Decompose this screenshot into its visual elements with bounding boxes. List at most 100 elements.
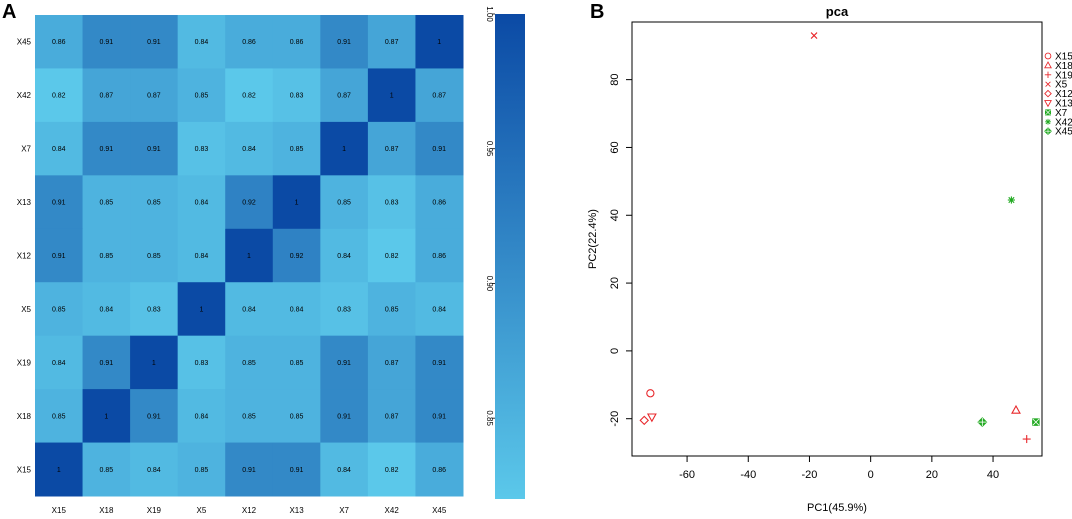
heatmap-cell <box>415 228 464 283</box>
pca-point-x15 <box>646 389 655 398</box>
heatmap-cell-label: 0.85 <box>100 467 114 474</box>
pca-x-tick-label: -20 <box>802 469 818 481</box>
heatmap-cell-label: 0.85 <box>147 253 161 260</box>
heatmap-cell <box>320 175 369 230</box>
pca-legend-label: X7 <box>1055 108 1068 119</box>
heatmap-cell <box>177 335 226 390</box>
heatmap-cell-label: 0.86 <box>242 39 256 46</box>
pca-x-tick-label: 20 <box>926 469 938 481</box>
heatmap-cell <box>320 335 369 390</box>
pca-legend-marker <box>1044 52 1052 60</box>
heatmap-cell-label: 0.86 <box>432 200 446 207</box>
heatmap-cell-label: 0.85 <box>242 360 256 367</box>
heatmap-cell <box>415 68 464 123</box>
pca-point-x42 <box>1007 196 1016 204</box>
pca-legend-marker <box>1044 127 1052 136</box>
heatmap-cell-label: 0.84 <box>195 253 209 260</box>
heatmap-cell <box>415 121 464 176</box>
pca-legend-label: X15 <box>1055 52 1072 63</box>
heatmap-cell-label: 0.91 <box>432 413 446 420</box>
heatmap-cell <box>415 389 464 444</box>
heatmap-row-label: X45 <box>17 38 32 47</box>
heatmap-cell <box>367 175 416 230</box>
heatmap-cell-label: 0.91 <box>100 360 114 367</box>
heatmap-cell-label: 1 <box>57 467 61 474</box>
pca-legend-marker <box>1045 118 1051 125</box>
heatmap-cell-label: 0.87 <box>385 146 399 153</box>
heatmap-cell-label: 1 <box>390 93 394 100</box>
heatmap-cell <box>130 121 179 176</box>
heatmap-cell <box>35 68 84 123</box>
heatmap-cell-label: 0.87 <box>385 413 399 420</box>
heatmap-cell-label: 0.83 <box>195 360 209 367</box>
heatmap-cell <box>82 282 131 337</box>
heatmap-cell-label: 0.91 <box>100 39 114 46</box>
heatmap-cell <box>225 15 274 69</box>
heatmap-cell-label: 0.83 <box>385 200 399 207</box>
heatmap-cell-label: 0.85 <box>195 93 209 100</box>
panel-letter-b: B <box>590 1 604 23</box>
heatmap-cell-label: 0.86 <box>432 253 446 260</box>
heatmap-cell <box>177 175 226 230</box>
pca-y-tick-label: 80 <box>609 74 621 86</box>
pca-legend-label: X45 <box>1055 127 1072 138</box>
pca-legend-marker <box>1044 100 1052 108</box>
heatmap-cell-label: 1 <box>152 360 156 367</box>
heatmap-cell-label: 0.84 <box>242 146 256 153</box>
heatmap-cell <box>82 68 131 123</box>
heatmap-cell <box>35 175 84 230</box>
heatmap-cell <box>130 175 179 230</box>
heatmap-cell <box>225 175 274 230</box>
heatmap-col-label: X7 <box>339 506 349 515</box>
heatmap-cell-label: 0.91 <box>337 413 351 420</box>
heatmap-cell <box>272 68 321 123</box>
heatmap-cell-label: 0.84 <box>195 200 209 207</box>
heatmap-cell <box>320 15 369 69</box>
heatmap-cell <box>272 175 321 230</box>
heatmap-cell-label: 1 <box>342 146 346 153</box>
heatmap-cell-label: 0.85 <box>52 413 66 420</box>
heatmap-row-label: X42 <box>17 91 32 100</box>
heatmap-cell-label: 0.83 <box>147 306 161 313</box>
heatmap-cell-label: 0.84 <box>195 413 209 420</box>
heatmap-cell-label: 0.91 <box>432 360 446 367</box>
heatmap-cell <box>320 228 369 283</box>
panel-letter-a: A <box>2 1 16 23</box>
heatmap-cell <box>130 228 179 283</box>
colorbar-tick-label: 0.95 <box>485 141 494 157</box>
heatmap-cell <box>35 335 84 390</box>
heatmap-cell-label: 0.87 <box>100 93 114 100</box>
heatmap-cell-label: 0.91 <box>147 413 161 420</box>
heatmap-cell <box>320 121 369 176</box>
pca-x-tick-label: 0 <box>868 469 874 481</box>
heatmap-col-label: X15 <box>52 506 67 515</box>
heatmap-cell <box>225 68 274 123</box>
heatmap-cell-label: 0.84 <box>290 306 304 313</box>
pca-legend-label: X5 <box>1055 80 1068 91</box>
heatmap-cell-label: 0.87 <box>337 93 351 100</box>
heatmap-cell <box>272 15 321 69</box>
heatmap-cell <box>82 335 131 390</box>
heatmap-cell-label: 0.92 <box>290 253 304 260</box>
pca-point-x19 <box>1022 435 1031 444</box>
pca-y-tick-label: 0 <box>609 348 621 354</box>
heatmap-cell-label: 0.84 <box>242 306 256 313</box>
pca-scatter-chart: pca PC1(45.9%) PC2(22.4%) -60 -40 -20 0 20 40… <box>587 4 1072 514</box>
pca-plot-frame <box>631 21 1043 457</box>
heatmap-cell <box>367 15 416 69</box>
pca-point-x13 <box>646 413 657 423</box>
heatmap-cell-label: 0.83 <box>195 146 209 153</box>
pca-legend-label: X42 <box>1055 117 1072 128</box>
heatmap-col-label: X12 <box>242 506 257 515</box>
heatmap-cell <box>177 15 226 69</box>
heatmap-cell-label: 0.85 <box>385 306 399 313</box>
heatmap-cell <box>320 442 369 497</box>
heatmap-cell-label: 0.82 <box>385 253 399 260</box>
heatmap-colorbar: 1.00 0.95 0.90 0.85 <box>485 6 525 499</box>
heatmap-cell-label: 0.85 <box>195 467 209 474</box>
heatmap-cell-label: 0.87 <box>147 93 161 100</box>
pca-x-tick-label: -60 <box>679 469 695 481</box>
heatmap-cell <box>272 282 321 337</box>
heatmap-cell <box>130 442 179 497</box>
heatmap-cell <box>35 389 84 444</box>
